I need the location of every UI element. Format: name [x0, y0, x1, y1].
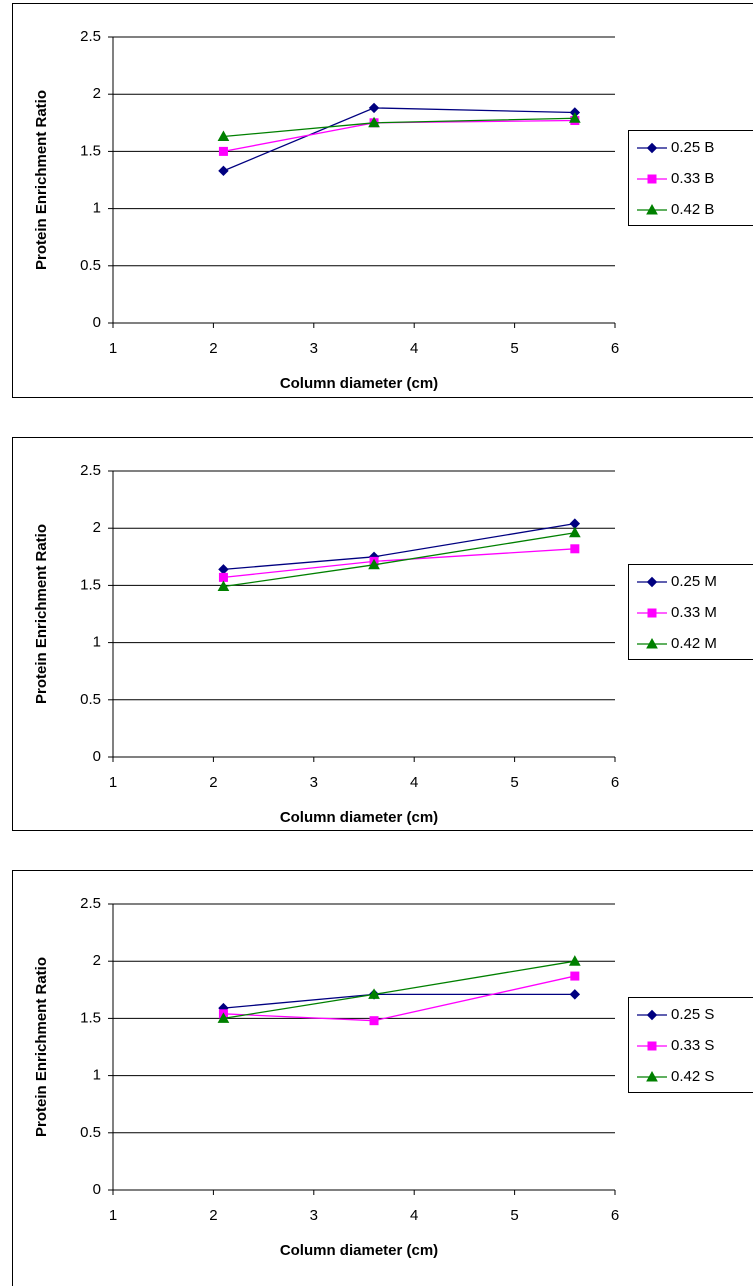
x-tick-label: 2 — [209, 1207, 217, 1224]
marker — [368, 116, 380, 128]
marker — [647, 608, 657, 618]
y-tick-label: 1 — [93, 634, 101, 651]
y-tick-label: 1 — [93, 1067, 101, 1084]
x-tick-label: 4 — [410, 774, 418, 791]
y-axis-label: Protein Enrichment Ratio — [33, 90, 50, 270]
x-tick-label: 1 — [109, 774, 117, 791]
x-axis-label: Column diameter (cm) — [280, 1242, 438, 1259]
y-tick-label: 2.5 — [80, 895, 101, 912]
y-tick-label: 0 — [93, 1181, 101, 1198]
legend-label: 0.25 B — [671, 139, 714, 156]
marker — [646, 637, 658, 649]
legend-label: 0.25 S — [671, 1006, 714, 1023]
legend-label: 0.42 M — [671, 635, 717, 652]
marker — [568, 526, 581, 538]
marker — [569, 989, 581, 1000]
marker — [218, 572, 228, 582]
marker — [217, 580, 230, 592]
marker — [218, 165, 229, 177]
marker — [646, 576, 658, 588]
legend-label: 0.33 B — [671, 170, 714, 187]
y-axis-label: Protein Enrichment Ratio — [33, 957, 50, 1137]
y-axis-label: Protein Enrichment Ratio — [33, 524, 50, 704]
marker — [369, 1016, 379, 1026]
x-tick-label: 1 — [109, 340, 117, 357]
y-tick-label: 2 — [93, 85, 101, 102]
marker — [568, 955, 581, 966]
legend-label: 0.42 S — [671, 1068, 714, 1085]
x-tick-label: 4 — [410, 1207, 418, 1224]
x-tick-label: 6 — [611, 1207, 619, 1224]
x-tick-label: 3 — [310, 1207, 318, 1224]
chart-panel: 0 0.5 1 1.5 2 2.5 1 2 3 4 5 6 Column diameter (cm) Pr… — [12, 437, 753, 831]
x-tick-label: 2 — [209, 774, 217, 791]
x-tick-label: 5 — [510, 340, 518, 357]
x-tick-label: 2 — [209, 340, 217, 357]
x-tick-label: 5 — [510, 774, 518, 791]
x-tick-label: 3 — [310, 340, 318, 357]
y-tick-label: 1.5 — [80, 142, 101, 159]
legend-label: 0.42 B — [671, 201, 714, 218]
marker — [647, 1041, 657, 1051]
marker — [570, 971, 580, 981]
marker — [646, 1009, 658, 1021]
marker — [646, 203, 658, 215]
y-tick-label: 1.5 — [80, 1009, 101, 1026]
x-tick-label: 1 — [109, 1207, 117, 1224]
x-tick-label: 5 — [510, 1207, 518, 1224]
marker — [570, 544, 580, 554]
marker — [646, 1070, 658, 1082]
y-tick-label: 1 — [93, 200, 101, 217]
legend-label: 0.25 M — [671, 573, 717, 590]
marker — [368, 102, 380, 114]
marker — [218, 146, 228, 156]
y-tick-label: 2.5 — [80, 462, 101, 479]
marker — [368, 988, 380, 999]
x-tick-label: 6 — [611, 340, 619, 357]
y-tick-label: 0.5 — [80, 691, 101, 708]
chart-panel: 0 0.5 1 1.5 2 2.5 1 2 3 4 5 6 Column diameter (cm) Pr… — [12, 3, 753, 398]
x-axis-label: Column diameter (cm) — [280, 809, 438, 826]
y-tick-label: 0 — [93, 314, 101, 331]
x-tick-label: 3 — [310, 774, 318, 791]
chart-panel: 0 0.5 1 1.5 2 2.5 1 2 3 4 5 6 Column diameter (cm) Pr… — [12, 870, 753, 1286]
marker — [646, 142, 658, 154]
y-tick-label: 0.5 — [80, 1124, 101, 1141]
marker — [647, 174, 657, 184]
y-tick-label: 2.5 — [80, 28, 101, 45]
x-tick-label: 4 — [410, 340, 418, 357]
y-tick-label: 2 — [93, 519, 101, 536]
legend-label: 0.33 M — [671, 604, 717, 621]
marker — [217, 130, 230, 142]
y-tick-label: 0.5 — [80, 257, 101, 274]
legend-label: 0.33 S — [671, 1037, 714, 1054]
y-tick-label: 0 — [93, 748, 101, 765]
y-tick-label: 2 — [93, 952, 101, 969]
x-tick-label: 6 — [611, 774, 619, 791]
x-axis-label: Column diameter (cm) — [280, 375, 438, 392]
marker — [568, 112, 581, 123]
marker — [217, 1012, 230, 1023]
marker — [368, 558, 380, 570]
y-tick-label: 1.5 — [80, 576, 101, 593]
